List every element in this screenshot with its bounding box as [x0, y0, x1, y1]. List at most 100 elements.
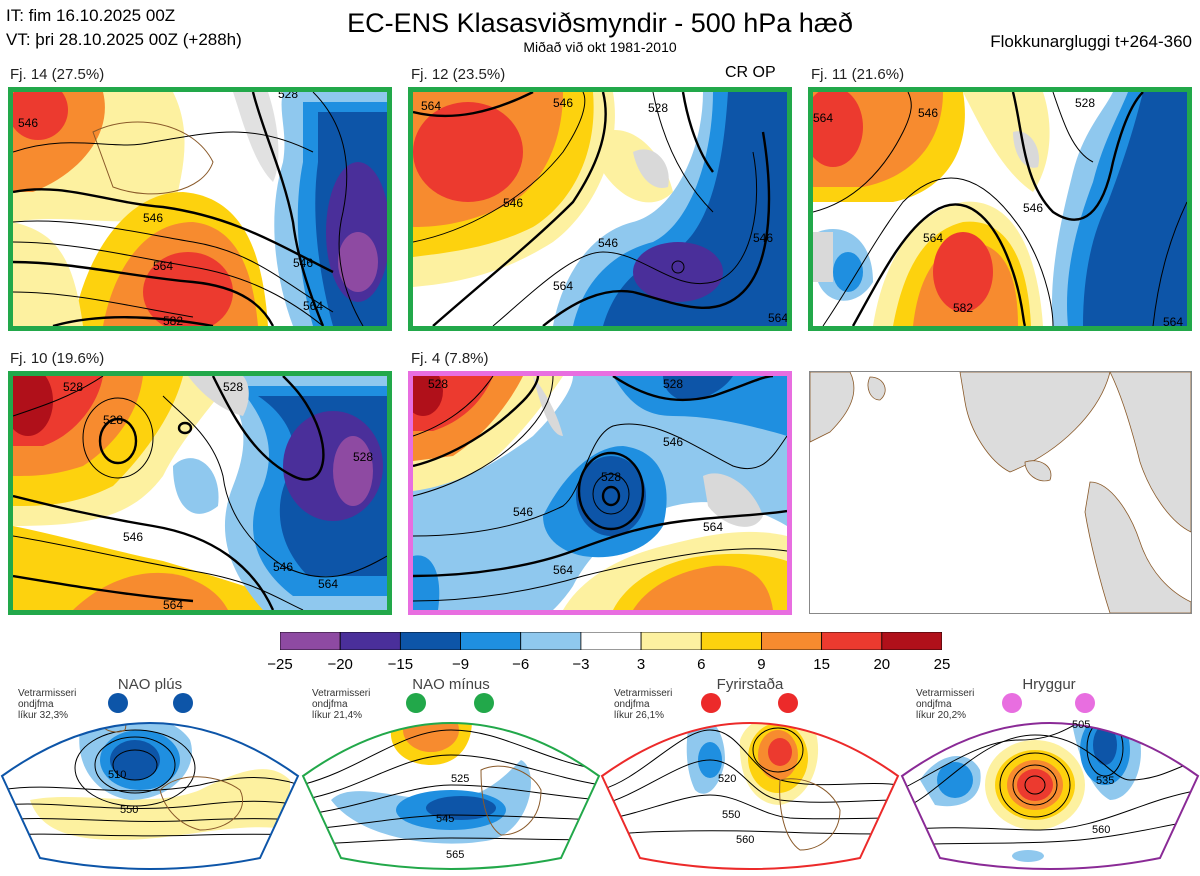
svg-text:528: 528 [1075, 96, 1095, 110]
colorbar-segment [700, 631, 762, 651]
svg-text:528: 528 [223, 380, 243, 394]
svg-text:582: 582 [953, 301, 973, 315]
colorbar-tick-label: −25 [267, 656, 293, 673]
cluster-map-5[interactable]: 528 528 546 546 564 564 528 [408, 371, 792, 615]
empty-map [809, 371, 1192, 614]
colorbar-tick-label: −15 [387, 656, 414, 673]
page-subtitle: Miðað við okt 1981-2010 [523, 39, 677, 55]
colorbar-segment [821, 631, 883, 651]
svg-text:528: 528 [103, 413, 123, 427]
cluster-map-4[interactable]: 528 528 528 528 546 546 564 564 [8, 371, 392, 615]
page-title: EC-ENS Klasasviðsmyndir - 500 hPa hæð [347, 8, 853, 38]
classification-window: Flokkunargluggi t+264-360 [990, 32, 1192, 51]
svg-text:535: 535 [1096, 775, 1114, 787]
svg-text:546: 546 [553, 96, 573, 110]
colorbar-segment [460, 631, 522, 651]
colorbar-tick-label: 15 [813, 656, 830, 673]
regime-map-blocking[interactable]: 520 550 560 [600, 690, 900, 871]
colorbar-segment [399, 631, 461, 651]
svg-text:528: 528 [663, 377, 683, 391]
colorbar-segment [279, 631, 341, 651]
svg-text:564: 564 [153, 259, 173, 273]
svg-text:564: 564 [703, 520, 723, 534]
svg-text:564: 564 [421, 99, 441, 113]
colorbar-tick-label: −3 [572, 656, 590, 673]
svg-text:528: 528 [601, 470, 621, 484]
svg-text:505: 505 [1072, 719, 1090, 731]
panel-label-2: Fj. 12 (23.5%) [411, 66, 506, 83]
cluster-map-2[interactable]: 564 546 528 546 546 564 546 564 [408, 87, 792, 331]
svg-text:546: 546 [1023, 201, 1043, 215]
colorbar-segment [640, 631, 702, 651]
colorbar-tick-label: −20 [327, 656, 353, 673]
colorbar-segment [761, 631, 823, 651]
svg-text:564: 564 [553, 279, 573, 293]
colorbar-segment [881, 631, 943, 651]
svg-text:525: 525 [451, 773, 469, 785]
svg-text:564: 564 [553, 563, 573, 577]
colorbar-tick-label: 25 [933, 656, 951, 673]
panel-label-4: Fj. 10 (19.6%) [10, 350, 105, 367]
svg-text:528: 528 [63, 380, 83, 394]
svg-text:528: 528 [278, 92, 298, 101]
svg-text:546: 546 [18, 116, 38, 130]
svg-text:546: 546 [123, 530, 143, 544]
regime-map-ridge[interactable]: 505 535 560 [900, 690, 1200, 871]
cluster-map-3[interactable]: 564 546 528 546 564 582 564 [808, 87, 1192, 331]
colorbar-segment [580, 631, 642, 651]
colorbar-segment [339, 631, 401, 651]
regime-stat-nao-plus: Vetrarmisseri ondjfma líkur 32,3% [18, 688, 77, 721]
colorbar [279, 631, 943, 651]
regime-stat-blocking: Vetrarmisseri ondjfma líkur 26,1% [614, 688, 673, 721]
svg-text:564: 564 [303, 299, 323, 313]
svg-text:550: 550 [120, 804, 138, 816]
svg-text:546: 546 [293, 256, 313, 270]
colorbar-tick-label: −6 [512, 656, 530, 673]
svg-text:550: 550 [722, 809, 740, 821]
panel-label-1: Fj. 14 (27.5%) [10, 66, 105, 83]
colorbar-tick-label: −9 [451, 656, 470, 673]
svg-text:546: 546 [918, 106, 938, 120]
regime-stat-nao-minus: Vetrarmisseri ondjfma líkur 21,4% [312, 688, 371, 721]
svg-text:520: 520 [718, 773, 736, 785]
regime-name-blocking: Fyrirstaða [716, 676, 784, 693]
regime-map-nao-plus[interactable]: 510 550 [0, 690, 300, 871]
regime-map-nao-minus[interactable]: 525 545 565 [301, 690, 601, 871]
initial-time: IT: fim 16.10.2025 00Z [6, 6, 176, 25]
svg-text:528: 528 [648, 101, 668, 115]
cluster-map-1[interactable]: 528 546 546 546 564 564 582 [8, 87, 392, 331]
control-operational-note: CR OP [725, 64, 776, 81]
svg-text:564: 564 [1163, 315, 1183, 326]
svg-text:546: 546 [753, 231, 773, 245]
regime-name-nao-minus: NAO mínus [412, 676, 490, 693]
svg-text:546: 546 [513, 505, 533, 519]
colorbar-segment [520, 631, 582, 651]
svg-text:546: 546 [598, 236, 618, 250]
svg-text:560: 560 [1092, 824, 1110, 836]
regime-stat-ridge: Vetrarmisseri ondjfma líkur 20,2% [916, 688, 975, 721]
valid-time: VT: þri 28.10.2025 00Z (+288h) [6, 30, 242, 49]
svg-text:564: 564 [923, 231, 943, 245]
svg-text:582: 582 [163, 314, 183, 326]
colorbar-tick-label: 6 [697, 656, 706, 673]
svg-text:564: 564 [813, 111, 833, 125]
regime-name-ridge: Hryggur [1022, 676, 1076, 693]
panel-label-3: Fj. 11 (21.6%) [811, 66, 905, 83]
svg-text:546: 546 [503, 196, 523, 210]
svg-text:560: 560 [736, 834, 754, 846]
svg-text:545: 545 [436, 813, 454, 825]
svg-text:546: 546 [143, 211, 163, 225]
svg-text:528: 528 [353, 450, 373, 464]
svg-text:546: 546 [663, 435, 683, 449]
colorbar-tick-label: 3 [636, 656, 646, 673]
svg-text:564: 564 [768, 311, 787, 325]
svg-text:564: 564 [318, 577, 338, 591]
svg-text:564: 564 [163, 598, 183, 610]
regime-name-nao-plus: NAO plús [117, 676, 183, 693]
svg-text:510: 510 [108, 769, 126, 781]
colorbar-tick-label: 20 [873, 656, 891, 673]
colorbar-tick-label: 9 [757, 656, 766, 673]
panel-label-5: Fj. 4 (7.8%) [411, 350, 489, 367]
svg-text:528: 528 [428, 377, 448, 391]
svg-text:546: 546 [273, 560, 293, 574]
